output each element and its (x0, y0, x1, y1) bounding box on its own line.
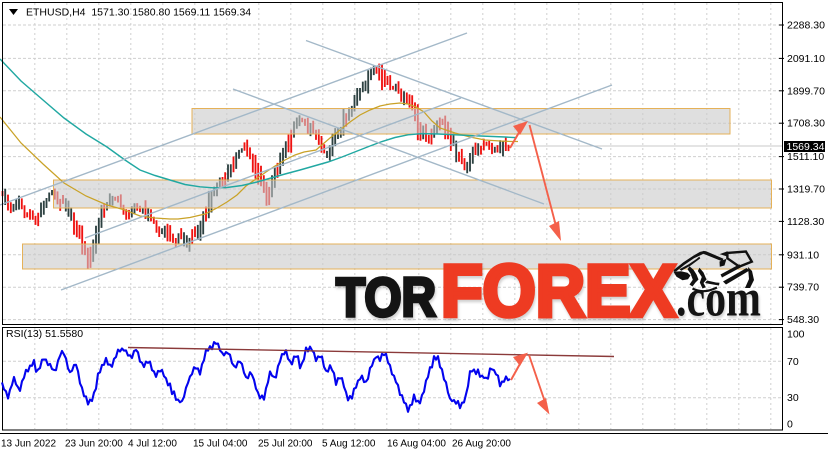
svg-text:26 Aug 20:00: 26 Aug 20:00 (452, 439, 511, 450)
svg-text:FOREX: FOREX (442, 254, 677, 335)
svg-text:ETHUSD,H4 1571.30 1580.80 156: ETHUSD,H4 1571.30 1580.80 1569.11 1569.3… (26, 7, 251, 19)
svg-text:4 Jul 12:00: 4 Jul 12:00 (128, 439, 177, 450)
svg-text:TOR: TOR (336, 266, 436, 328)
svg-text:548.30: 548.30 (787, 314, 819, 326)
svg-text:1128.30: 1128.30 (787, 216, 824, 228)
svg-text:5 Aug 12:00: 5 Aug 12:00 (322, 439, 376, 450)
svg-text:15 Jul 04:00: 15 Jul 04:00 (193, 439, 248, 450)
svg-text:70: 70 (787, 356, 799, 368)
svg-text:1569.34: 1569.34 (787, 141, 825, 153)
svg-text:2091.10: 2091.10 (787, 53, 825, 65)
svg-text:30: 30 (787, 392, 799, 404)
svg-text:.com: .com (676, 270, 761, 328)
svg-text:13 Jun 2022: 13 Jun 2022 (1, 439, 56, 450)
svg-text:1708.30: 1708.30 (787, 118, 825, 130)
svg-text:1899.70: 1899.70 (787, 85, 825, 97)
svg-text:2288.30: 2288.30 (787, 20, 825, 32)
svg-text:739.70: 739.70 (787, 282, 819, 294)
svg-text:16 Aug 04:00: 16 Aug 04:00 (387, 439, 446, 450)
svg-text:100: 100 (787, 329, 805, 341)
svg-text:1511.10: 1511.10 (787, 151, 824, 163)
svg-text:1319.70: 1319.70 (787, 184, 825, 196)
svg-text:25 Jul 20:00: 25 Jul 20:00 (258, 439, 313, 450)
svg-text:0: 0 (787, 419, 793, 431)
svg-text:931.10: 931.10 (787, 249, 819, 261)
svg-text:TOR: TOR (337, 269, 437, 331)
svg-text:RSI(13) 51.5580: RSI(13) 51.5580 (6, 328, 83, 340)
svg-text:FOREX: FOREX (441, 251, 676, 332)
svg-text:23 Jun 20:00: 23 Jun 20:00 (65, 439, 123, 450)
